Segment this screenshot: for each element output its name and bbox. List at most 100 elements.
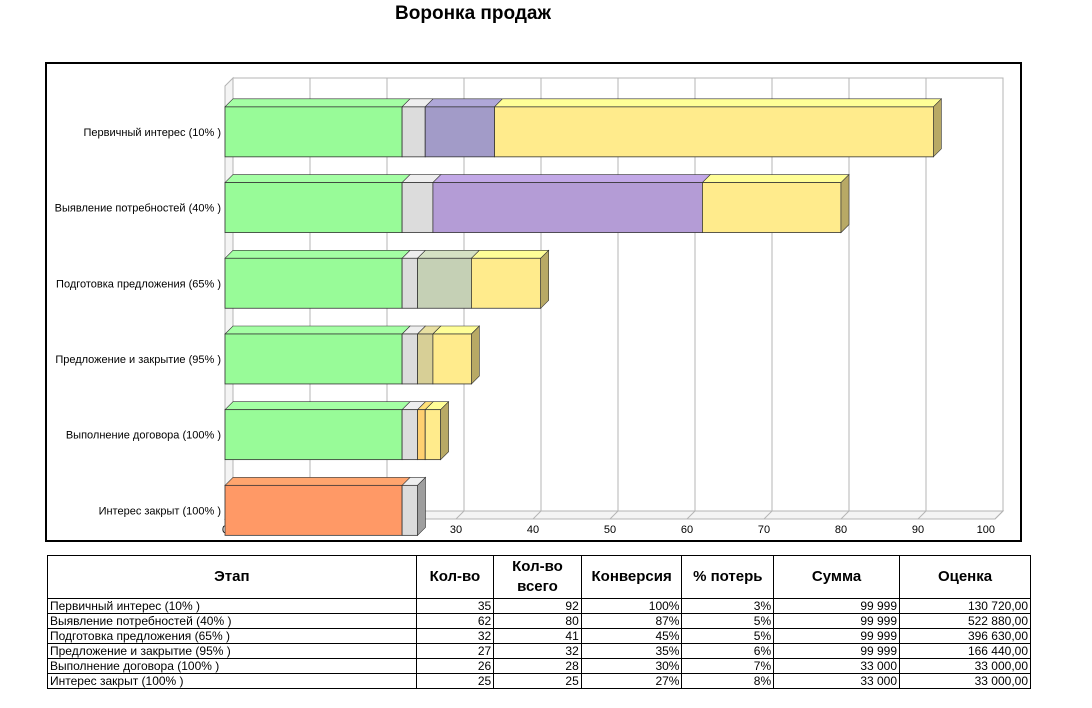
table-row: Выполнение договора (100% ) 26 28 30% 7%… bbox=[47, 658, 1031, 674]
cell-stage: Интерес закрыт (100% ) bbox=[47, 673, 417, 689]
cell-count: 62 bbox=[415, 613, 495, 629]
bar-segment bbox=[432, 182, 703, 233]
cell-conversion: 35% bbox=[580, 643, 683, 659]
bar-segment bbox=[224, 484, 403, 536]
cell-estimate: 522 880,00 bbox=[899, 613, 1031, 629]
x-tick-label: 50 bbox=[604, 524, 616, 536]
x-grid-floor-line bbox=[917, 510, 927, 520]
cell-count: 35 bbox=[415, 598, 495, 614]
bar-segment bbox=[401, 484, 418, 536]
bar-segment bbox=[401, 257, 418, 309]
cell-stage: Выполнение договора (100% ) bbox=[47, 658, 417, 674]
cell-count-total: 80 bbox=[493, 613, 582, 629]
cell-count: 26 bbox=[415, 658, 495, 674]
header-stage: Этап bbox=[47, 555, 417, 599]
cell-sum: 99 999 bbox=[773, 613, 901, 629]
bar-segment-top bbox=[224, 174, 411, 183]
cell-sum: 99 999 bbox=[773, 628, 901, 644]
x-grid-floor-line bbox=[763, 510, 773, 520]
bar-segment bbox=[224, 182, 403, 233]
x-grid-floor-line bbox=[455, 510, 465, 520]
x-tick-label: 60 bbox=[681, 524, 693, 536]
header-count: Кол-во bbox=[415, 555, 495, 599]
cell-loss-percent: 6% bbox=[681, 643, 775, 659]
category-label: Подготовка предложения (65% ) bbox=[56, 278, 221, 290]
chart-frame: 0102030405060708090100Первичный интерес … bbox=[45, 62, 1022, 542]
cell-estimate: 396 630,00 bbox=[899, 628, 1031, 644]
x-tick-label: 80 bbox=[835, 524, 847, 536]
cell-loss-percent: 7% bbox=[681, 658, 775, 674]
category-label: Выполнение договора (100% ) bbox=[66, 430, 221, 442]
bar-segment-side bbox=[840, 173, 850, 234]
category-label: Первичный интерес (10% ) bbox=[84, 127, 221, 139]
bar-segment bbox=[401, 182, 434, 233]
x-grid-floor-line bbox=[994, 510, 1004, 520]
cell-estimate: 33 000,00 bbox=[899, 673, 1031, 689]
bar-segment-side bbox=[440, 400, 449, 461]
cell-estimate: 130 720,00 bbox=[899, 598, 1031, 614]
chart-title: Воронка продаж bbox=[395, 3, 551, 24]
x-grid-floor-line bbox=[686, 510, 696, 520]
cell-loss-percent: 5% bbox=[681, 628, 775, 644]
x-tick-label: 70 bbox=[758, 524, 770, 536]
category-label: Интерес закрыт (100% ) bbox=[99, 505, 221, 517]
header-sum: Сумма bbox=[773, 555, 901, 599]
bar-segment bbox=[224, 106, 403, 158]
table-header-row: Этап Кол-во Кол-во всего Конверсия % пот… bbox=[47, 555, 1031, 599]
bar-segment-top bbox=[424, 98, 504, 108]
table-row: Выявление потребностей (40% ) 62 80 87% … bbox=[47, 613, 1031, 629]
cell-count-total: 92 bbox=[493, 598, 582, 614]
header-estimate: Оценка bbox=[899, 555, 1031, 599]
cell-loss-percent: 5% bbox=[681, 613, 775, 629]
bar-segment-top bbox=[224, 325, 411, 335]
bar-segment-side bbox=[933, 98, 942, 158]
bar-segment bbox=[432, 333, 472, 385]
cell-conversion: 27% bbox=[580, 673, 683, 689]
cell-stage: Предложение и закрытие (95% ) bbox=[47, 643, 417, 659]
bar-segment-top bbox=[432, 174, 712, 183]
bar-segment-top bbox=[224, 401, 411, 411]
bar-segment bbox=[470, 257, 542, 309]
cell-stage: Подготовка предложения (65% ) bbox=[47, 628, 417, 644]
cell-count: 27 bbox=[415, 643, 495, 659]
table-row: Интерес закрыт (100% ) 25 25 27% 8% 33 0… bbox=[47, 673, 1031, 689]
bar-segment bbox=[224, 257, 403, 309]
cell-estimate: 33 000,00 bbox=[899, 658, 1031, 674]
cell-conversion: 45% bbox=[580, 628, 683, 644]
header-count-total: Кол-во всего bbox=[493, 555, 582, 599]
header-conversion: Конверсия bbox=[580, 555, 683, 599]
bar-segment-top bbox=[416, 250, 481, 259]
x-tick-label: 30 bbox=[450, 524, 462, 536]
bar-segment bbox=[224, 333, 403, 385]
bar-segment bbox=[401, 409, 418, 461]
x-grid-floor-line bbox=[609, 510, 619, 520]
cell-count-total: 25 bbox=[493, 673, 582, 689]
x-tick-label: 90 bbox=[912, 524, 924, 536]
x-grid-floor-line bbox=[532, 510, 542, 520]
bar-segment-side bbox=[540, 249, 550, 310]
bar-segment bbox=[424, 409, 442, 461]
cell-stage: Первичный интерес (10% ) bbox=[47, 598, 417, 614]
bar-segment-top bbox=[224, 477, 411, 486]
bar-segment-top bbox=[493, 98, 943, 108]
cell-sum: 33 000 bbox=[773, 658, 901, 674]
bar-segment bbox=[702, 182, 842, 233]
cell-conversion: 87% bbox=[580, 613, 683, 629]
cell-loss-percent: 8% bbox=[681, 673, 775, 689]
table-row: Предложение и закрытие (95% ) 27 32 35% … bbox=[47, 643, 1031, 659]
table-row: Первичный интерес (10% ) 35 92 100% 3% 9… bbox=[47, 598, 1031, 614]
bar-segment bbox=[417, 409, 426, 461]
funnel-bar-chart: 0102030405060708090100Первичный интерес … bbox=[55, 76, 1005, 537]
cell-count-total: 41 bbox=[493, 628, 582, 644]
bar-segment bbox=[494, 106, 934, 158]
bar-segment bbox=[401, 333, 418, 385]
cell-count: 32 bbox=[415, 628, 495, 644]
bar-segment bbox=[417, 333, 434, 385]
category-label: Выявление потребностей (40% ) bbox=[55, 203, 221, 215]
bar-segment-top bbox=[224, 98, 411, 108]
cell-estimate: 166 440,00 bbox=[899, 643, 1031, 659]
cell-count: 25 bbox=[415, 673, 495, 689]
cell-conversion: 100% bbox=[580, 598, 683, 614]
x-tick-label: 100 bbox=[977, 524, 995, 536]
bar-segment bbox=[401, 106, 426, 158]
